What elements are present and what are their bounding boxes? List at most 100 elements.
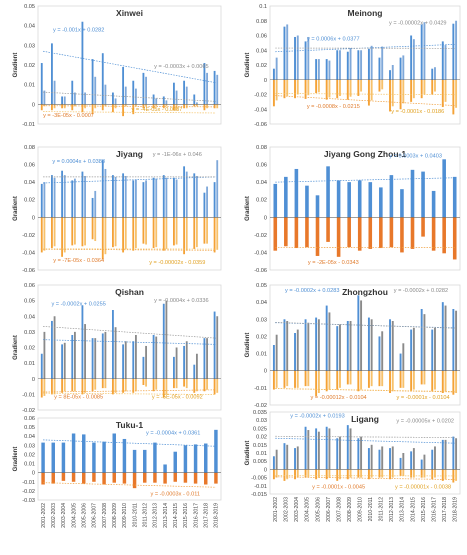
bar bbox=[389, 80, 391, 112]
bar bbox=[305, 427, 307, 470]
bar bbox=[326, 371, 328, 392]
bar bbox=[92, 217, 94, 239]
x-tick-label: 2014-2015 bbox=[410, 497, 416, 522]
bar bbox=[51, 104, 53, 110]
chart-panel-4: Jiyang Gong Zhou-1-0.06-0.04-0.0200.020.… bbox=[245, 145, 460, 274]
x-tick-label: 2004-2005 bbox=[305, 497, 311, 522]
x-tick-label: 2008-2009 bbox=[112, 503, 118, 528]
bar bbox=[125, 379, 127, 392]
bar bbox=[145, 77, 147, 105]
trend-equation: y = -0.00012x - 0.0104 bbox=[311, 395, 367, 401]
bar bbox=[145, 217, 147, 244]
bar bbox=[411, 217, 415, 249]
bar bbox=[186, 172, 188, 218]
bar bbox=[122, 217, 124, 252]
bar bbox=[153, 379, 155, 392]
trend-equation: y = -5E-05x - 0.0092 bbox=[152, 394, 203, 400]
bar bbox=[328, 312, 330, 370]
bar bbox=[400, 371, 402, 388]
bar bbox=[307, 80, 309, 95]
bar bbox=[294, 80, 296, 98]
bar bbox=[193, 365, 195, 379]
bar bbox=[102, 53, 104, 104]
bar bbox=[336, 50, 338, 80]
bar bbox=[163, 464, 166, 472]
bar bbox=[284, 177, 288, 217]
y-tick-label: -0.02 bbox=[22, 408, 35, 414]
bar bbox=[61, 344, 63, 378]
bar bbox=[371, 319, 373, 370]
bar bbox=[153, 335, 155, 379]
trendline bbox=[275, 93, 454, 94]
bar bbox=[145, 379, 147, 387]
bar bbox=[273, 469, 275, 479]
bar bbox=[336, 438, 338, 469]
bar bbox=[350, 321, 352, 371]
y-tick-label: 0.03 bbox=[24, 43, 35, 49]
y-tick-label: 0 bbox=[264, 467, 267, 473]
bar bbox=[431, 450, 433, 470]
bar bbox=[206, 73, 208, 104]
bar bbox=[350, 428, 352, 469]
bar bbox=[305, 217, 309, 247]
bar bbox=[390, 217, 394, 247]
bar bbox=[328, 80, 330, 98]
bar bbox=[43, 182, 45, 217]
bar bbox=[92, 198, 94, 217]
bar bbox=[115, 379, 117, 393]
bar bbox=[307, 469, 309, 477]
x-tick-label: 2016-2017 bbox=[431, 497, 437, 522]
bar bbox=[452, 24, 454, 80]
bar bbox=[392, 321, 394, 371]
y-tick-label: 0.02 bbox=[24, 346, 35, 352]
x-tick-label: 2006-2007 bbox=[326, 497, 332, 522]
bar bbox=[276, 335, 278, 371]
bar bbox=[64, 104, 66, 108]
y-tick-label: 0.02 bbox=[24, 452, 35, 458]
bar bbox=[61, 104, 63, 108]
bar bbox=[132, 217, 134, 250]
x-tick-label: 2015-2016 bbox=[421, 497, 427, 522]
trend-equation: y = -2E-05x - 0.0343 bbox=[308, 260, 359, 266]
bar bbox=[94, 217, 96, 241]
bar bbox=[316, 217, 320, 256]
bar bbox=[196, 354, 198, 379]
bar bbox=[125, 341, 127, 379]
bar bbox=[379, 217, 383, 248]
bar bbox=[347, 371, 349, 385]
bar bbox=[173, 178, 175, 218]
x-tick-label: 2002-2003 bbox=[51, 503, 57, 528]
trend-equation: y = -0.0002x + 0.0282 bbox=[394, 288, 448, 294]
y-tick-label: 0.035 bbox=[253, 410, 267, 416]
bar bbox=[186, 104, 188, 108]
bar bbox=[62, 443, 65, 473]
bar bbox=[381, 80, 383, 90]
bar bbox=[143, 217, 145, 243]
bar bbox=[286, 321, 288, 371]
trend-equation: y = -0.001x + 0.0282 bbox=[53, 28, 104, 34]
trend-equation: y = -0.0003x - 0.011 bbox=[151, 491, 201, 497]
bar bbox=[442, 41, 444, 79]
bar bbox=[389, 70, 391, 80]
bar bbox=[379, 58, 381, 80]
trend-equation: y = -0.0004x + 0.0336 bbox=[154, 298, 208, 304]
bar bbox=[183, 81, 185, 105]
bar bbox=[153, 95, 155, 105]
bar bbox=[135, 180, 137, 218]
bar bbox=[133, 450, 136, 473]
y-tick-label: 0.05 bbox=[24, 425, 35, 431]
trendline bbox=[43, 326, 216, 338]
bar bbox=[358, 180, 362, 217]
trend-equation: y = -0.0002x + 0.0193 bbox=[290, 414, 344, 420]
x-tick-label: 2007-2008 bbox=[102, 503, 108, 528]
bar bbox=[112, 379, 114, 395]
y-tick-label: -0.06 bbox=[254, 268, 267, 274]
bar bbox=[163, 473, 166, 484]
bar bbox=[305, 80, 307, 99]
bar bbox=[125, 87, 127, 105]
x-tick-label: 2017-2018 bbox=[442, 497, 448, 522]
bar bbox=[315, 318, 317, 371]
trendline bbox=[275, 477, 454, 480]
bar bbox=[294, 371, 296, 388]
